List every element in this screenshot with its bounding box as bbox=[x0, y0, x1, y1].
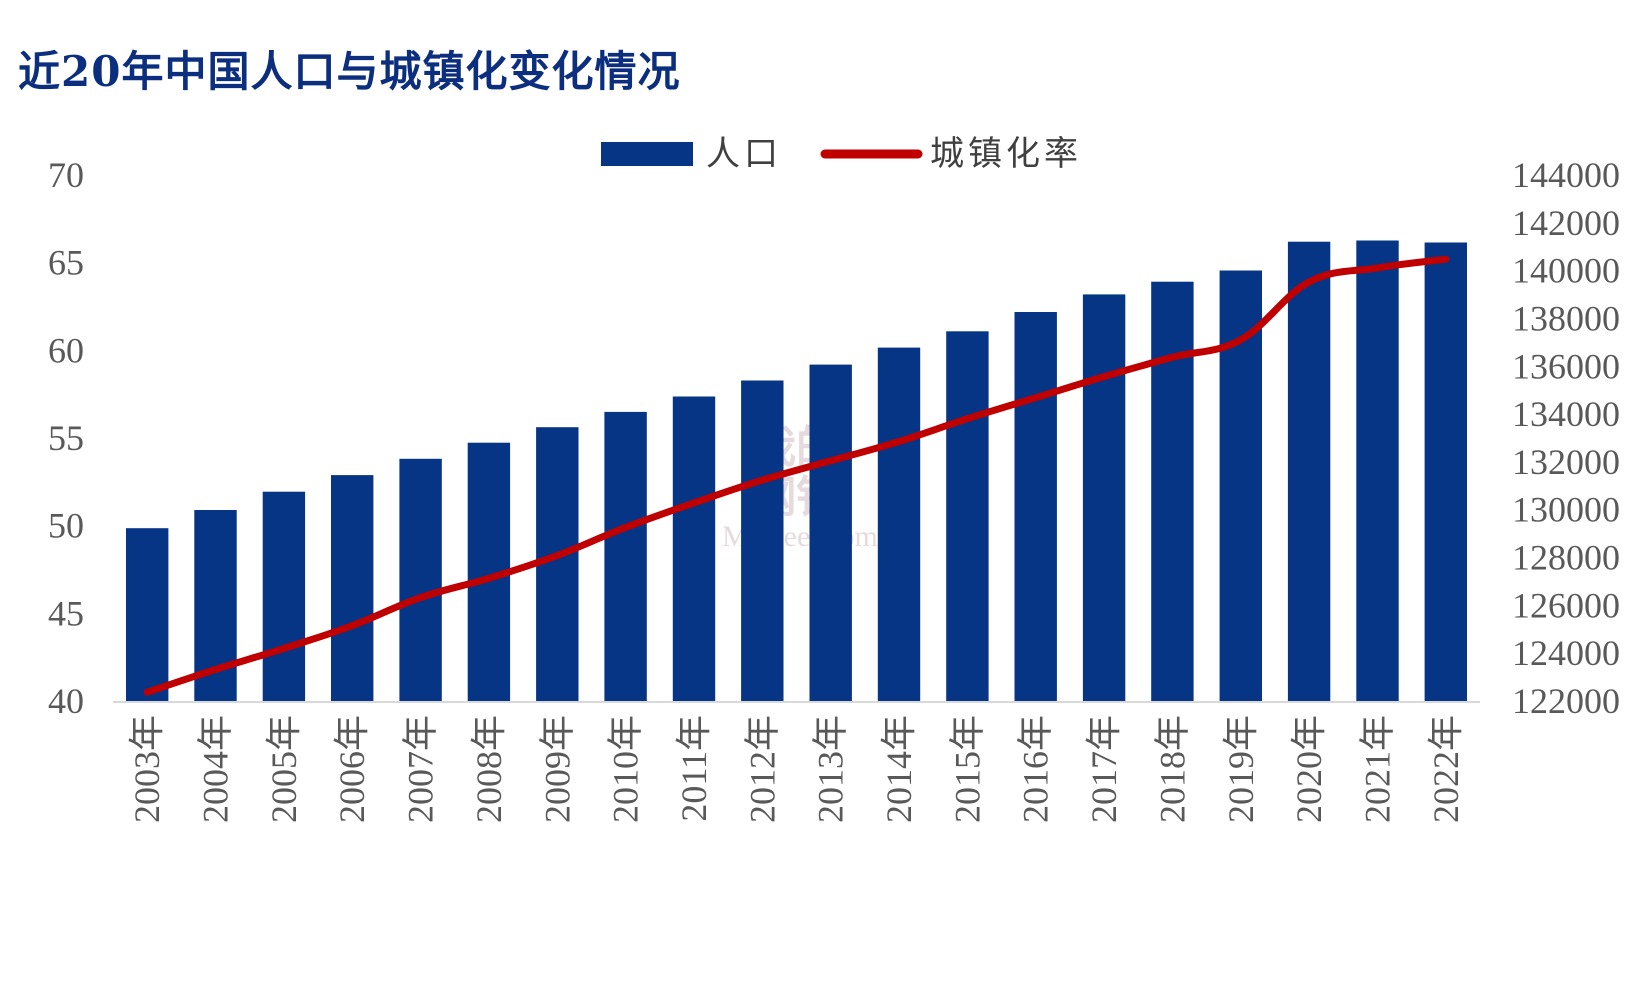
bar-2 bbox=[262, 491, 306, 701]
line-point-10 bbox=[830, 460, 832, 462]
line-point-4 bbox=[420, 597, 422, 599]
x-tick-label: 2009年 bbox=[537, 715, 577, 823]
line-point-5 bbox=[488, 577, 490, 579]
x-tick-label: 2006年 bbox=[332, 715, 372, 823]
legend-swatch-population bbox=[601, 142, 693, 166]
legend: 人口 城镇化率 bbox=[601, 135, 1082, 173]
bar-10 bbox=[809, 364, 852, 701]
right-tick-label: 136000 bbox=[1512, 346, 1620, 386]
x-tick-label: 2022年 bbox=[1426, 715, 1466, 823]
line-point-16 bbox=[1240, 339, 1242, 341]
bar-16 bbox=[1219, 270, 1262, 701]
right-tick-label: 122000 bbox=[1512, 681, 1620, 721]
bar-4 bbox=[399, 458, 442, 701]
legend-label-urbanization: 城镇化率 bbox=[930, 135, 1082, 173]
x-tick-label: 2019年 bbox=[1221, 715, 1261, 823]
bar-14 bbox=[1082, 294, 1126, 701]
left-tick-label: 50 bbox=[48, 506, 84, 546]
bar-17 bbox=[1287, 241, 1331, 701]
x-tick-label: 2014年 bbox=[879, 715, 919, 823]
x-tick-label: 2003年 bbox=[127, 715, 167, 823]
left-tick-label: 45 bbox=[48, 593, 84, 633]
left-tick-label: 70 bbox=[48, 155, 84, 195]
bar-3 bbox=[331, 475, 374, 701]
line-point-17 bbox=[1308, 281, 1310, 283]
line-point-6 bbox=[556, 555, 558, 556]
bar-9 bbox=[741, 380, 784, 701]
right-tick-label: 132000 bbox=[1512, 442, 1620, 482]
x-tick-label: 2008年 bbox=[469, 715, 509, 823]
bar-13 bbox=[1014, 312, 1057, 701]
line-point-13 bbox=[1035, 397, 1037, 399]
right-tick-label: 128000 bbox=[1512, 538, 1620, 578]
x-tick-label: 2015年 bbox=[947, 715, 987, 823]
right-tick-label: 140000 bbox=[1512, 251, 1620, 291]
right-tick-label: 144000 bbox=[1512, 155, 1620, 195]
x-tick-label: 2017年 bbox=[1084, 715, 1124, 823]
left-tick-label: 55 bbox=[48, 418, 84, 458]
x-tick-label: 2004年 bbox=[196, 715, 236, 823]
line-point-19 bbox=[1445, 258, 1447, 260]
x-tick-label: 2010年 bbox=[606, 715, 646, 823]
line-point-11 bbox=[898, 441, 900, 442]
right-tick-label: 138000 bbox=[1512, 299, 1620, 339]
line-point-14 bbox=[1103, 376, 1105, 378]
legend-label-population: 人口 bbox=[706, 136, 782, 173]
right-tick-label: 126000 bbox=[1512, 585, 1620, 625]
right-tick-label: 142000 bbox=[1512, 203, 1620, 243]
x-tick-label: 2021年 bbox=[1358, 715, 1398, 823]
bar-0 bbox=[126, 528, 169, 701]
line-point-7 bbox=[625, 526, 627, 528]
x-tick-label: 2016年 bbox=[1016, 715, 1056, 823]
x-tick-label: 2005年 bbox=[264, 715, 304, 823]
right-axis: 122000 124000 126000 128000 130000 132000 1340… bbox=[1512, 155, 1620, 721]
bar-11 bbox=[877, 347, 921, 701]
line-point-2 bbox=[283, 647, 285, 649]
bar-7 bbox=[604, 411, 647, 701]
x-tick-label: 2013年 bbox=[811, 715, 851, 823]
line-point-9 bbox=[761, 479, 763, 481]
line-point-12 bbox=[966, 418, 968, 420]
bar-12 bbox=[946, 331, 989, 701]
line-point-18 bbox=[1377, 267, 1378, 269]
line-point-15 bbox=[1171, 356, 1173, 358]
x-tick-label: 2020年 bbox=[1289, 715, 1329, 823]
left-tick-label: 40 bbox=[48, 681, 84, 721]
x-tick-label: 2007年 bbox=[401, 715, 441, 823]
left-tick-label: 65 bbox=[48, 243, 84, 283]
line-point-0 bbox=[146, 691, 148, 693]
bar-15 bbox=[1151, 281, 1194, 701]
left-axis: 40 45 50 55 60 65 70 bbox=[48, 155, 84, 721]
x-tick-label: 2018年 bbox=[1152, 715, 1192, 823]
chart-title: 近20年中国人口与城镇化变化情况 bbox=[18, 47, 681, 96]
x-tick-label: 2011年 bbox=[674, 715, 714, 822]
x-tick-label: 2012年 bbox=[742, 715, 782, 823]
bar-18 bbox=[1356, 240, 1399, 701]
line-point-1 bbox=[215, 668, 216, 670]
line-series-group bbox=[143, 255, 1450, 696]
line-point-8 bbox=[693, 502, 695, 504]
x-axis: 2003年 2004年 2005年 2006年 2007年 2008年 2009年 2010年… bbox=[127, 715, 1466, 823]
bar-8 bbox=[672, 396, 716, 701]
left-tick-label: 60 bbox=[48, 330, 84, 370]
right-tick-label: 130000 bbox=[1512, 490, 1620, 530]
bar-19 bbox=[1424, 242, 1467, 701]
line-point-3 bbox=[351, 625, 353, 627]
right-tick-label: 124000 bbox=[1512, 633, 1620, 673]
right-tick-label: 134000 bbox=[1512, 394, 1620, 434]
